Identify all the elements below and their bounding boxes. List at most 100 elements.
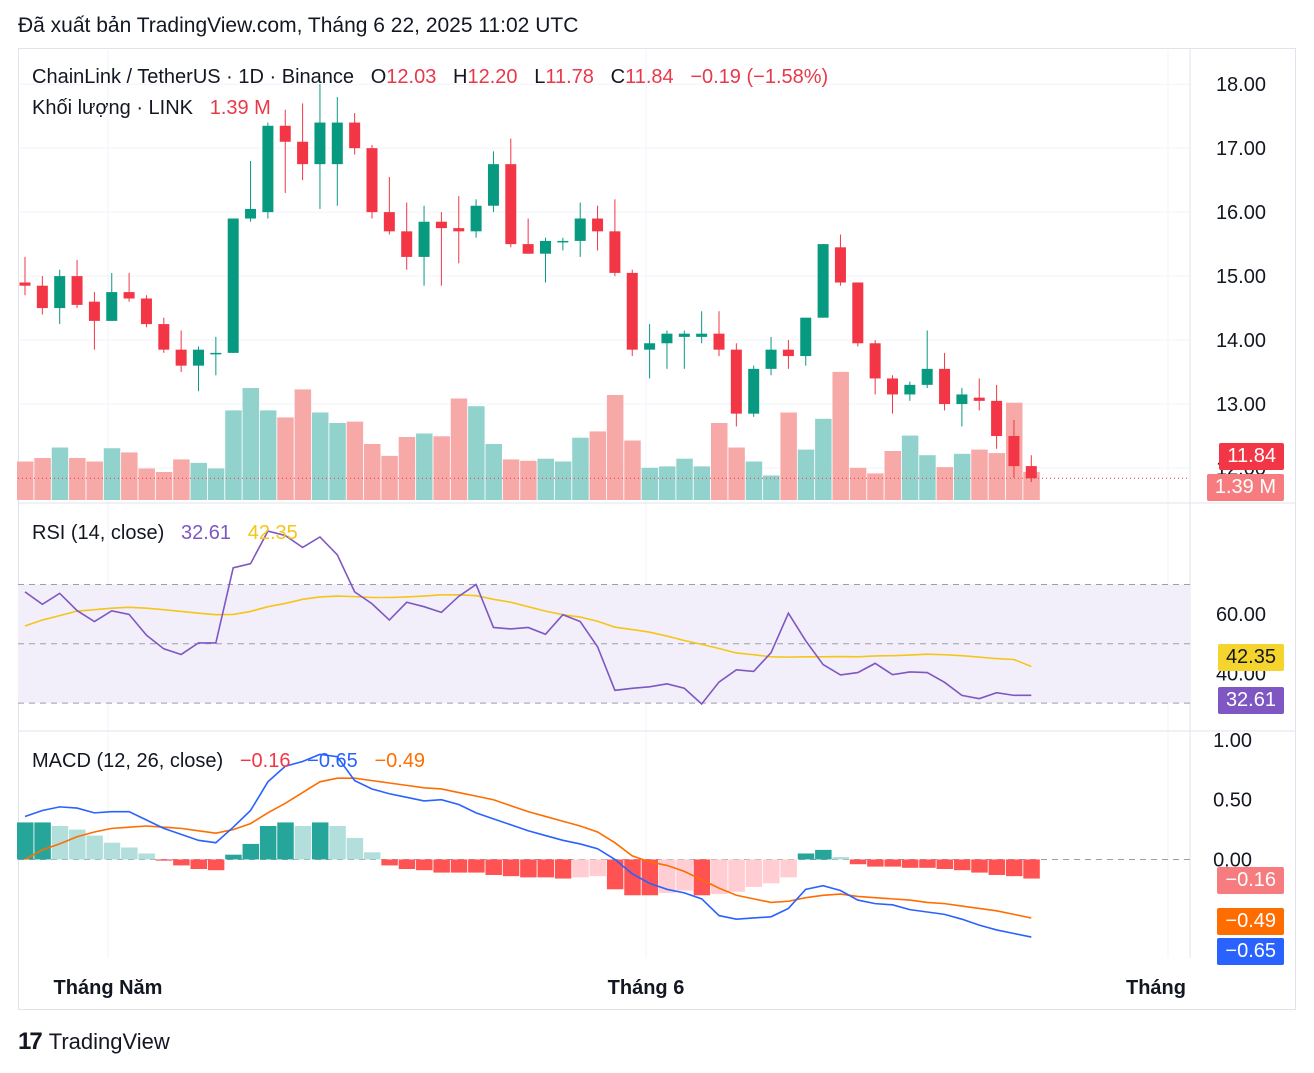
macd-histogram-bar [884,859,901,867]
macd-histogram-bar [17,822,34,860]
volume-bar [485,444,502,500]
footer[interactable]: 17 TradingView [18,1028,170,1056]
candle-body [592,218,604,232]
open-label: O [370,66,387,88]
macd-histogram-bar [329,826,346,860]
candle-body [730,349,742,414]
macd-histogram-bar [849,859,867,865]
candle-body [71,276,83,305]
volume-bar [763,475,780,500]
macd-histogram-bar [589,859,607,877]
rsi-ma-line [24,594,1032,668]
price-tick-label: 13.00 [1216,394,1266,416]
volume-legend[interactable]: Khối lượng · LINK 1.39 M [32,97,271,120]
volume-bar [450,398,468,500]
candle-body [626,272,638,350]
macd-histogram-bar [971,859,988,873]
rsi-value: 32.61 [180,522,232,544]
symbol-legend[interactable]: ChainLink / TetherUS · 1D · Binance O12.… [32,66,828,89]
candle-body [210,352,222,355]
volume-bar [416,433,433,500]
symbol-title[interactable]: ChainLink / TetherUS · 1D · Binance [32,66,355,88]
candle-body [939,368,951,405]
macd-histogram-bar [797,853,815,860]
volume-bar [190,462,207,500]
macd-tick-label: 0.00 [1213,849,1252,871]
volume-bar [86,461,103,500]
macd-histogram-bar [225,854,242,860]
macd-histogram-bar [763,859,780,884]
volume-bar [69,458,86,500]
tradingview-logo-icon[interactable]: 17 [18,1028,43,1055]
price-tick-label: 16.00 [1216,202,1266,224]
volume-bar [34,458,51,500]
candle-body [453,228,465,232]
macd-histogram-bar [572,859,589,878]
macd-histogram-bar [520,859,537,878]
macd-value: −0.65 [307,750,358,772]
volume-bar [624,440,641,500]
macd-histogram-bar [988,859,1006,875]
candle-body [921,368,933,385]
candle-body [383,212,395,232]
footer-brand[interactable]: TradingView [48,1029,170,1054]
candle-body [262,125,274,213]
volume-bar [17,461,34,500]
price-tick-label: 17.00 [1216,138,1266,160]
volume-bar [277,417,294,500]
macd-histogram-bar [155,859,173,861]
candle-body [887,378,898,395]
candle-body [852,282,864,344]
volume-bar [832,371,849,500]
volume-bar [173,459,190,500]
volume-bar [780,412,797,500]
candle-body [487,164,499,206]
macd-histogram-bar [138,853,155,860]
candle-body [834,247,846,283]
volume-bar [138,468,155,500]
volume-bar [971,449,988,500]
macd-histogram-bar [190,859,207,869]
volume-bar [121,452,138,500]
volume-bar [502,459,520,500]
macd-histogram-bar [311,822,329,860]
macd-legend[interactable]: MACD (12, 26, close) −0.16 −0.65 −0.49 [32,750,425,773]
rsi-legend[interactable]: RSI (14, close) 32.61 42.35 [32,522,298,545]
macd-histogram-bar [173,859,190,866]
candle-body [713,333,725,350]
rsi-line [24,530,1032,706]
volume-value: 1.39 M [209,97,271,119]
volume-bar [51,447,69,500]
candle-body [158,324,170,350]
volume-bar [589,431,607,500]
volume-bar [849,467,867,500]
macd-histogram-bar [641,859,659,896]
volume-bar [554,461,572,500]
macd-histogram-bar [728,859,745,892]
candle-body [245,208,257,219]
rsi-label: RSI (14, close) [32,522,165,544]
candle-body [644,343,656,350]
volume-bar [867,473,884,500]
rsi-tick-label: 60.00 [1216,604,1266,626]
candle-body [765,349,777,369]
price-tick-label: 15.00 [1216,266,1266,288]
volume-bar [398,437,416,500]
candle-body [557,240,569,243]
chart-frame[interactable] [18,48,1296,1010]
volume-bar [658,466,676,500]
candle-body [297,141,309,165]
candle-body [973,397,985,401]
volume-bar [294,389,312,500]
volume-bar [953,453,971,500]
low-label: L [534,66,546,88]
macd-histogram-bar [207,859,225,871]
candle-body [470,205,482,232]
macd-histogram-bar [745,859,763,887]
candle-body [123,292,135,299]
volume-bar [693,466,711,500]
macd-line [24,753,1032,938]
volume-bar [364,444,381,500]
volume-bar [311,412,329,500]
